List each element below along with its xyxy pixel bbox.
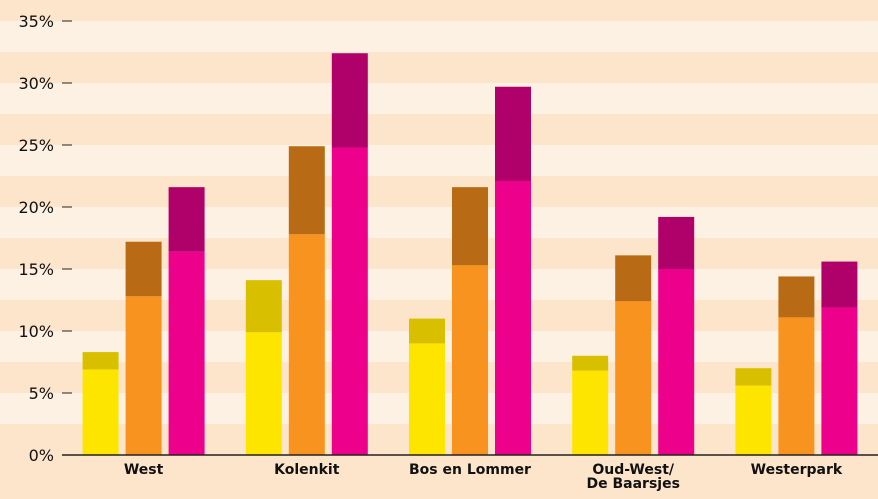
y-tick-label: 0%: [29, 446, 54, 465]
bar-segment: [572, 355, 609, 371]
bar-segment: [572, 370, 609, 455]
bar-segment: [331, 53, 368, 148]
bar-segment: [409, 343, 445, 455]
bar-segment: [288, 234, 325, 455]
bar-segment: [245, 280, 282, 333]
y-tick-label: 25%: [18, 136, 54, 155]
stripe: [0, 83, 878, 114]
bar-segment: [658, 269, 695, 455]
bar-segment: [288, 146, 325, 235]
x-tick-label: West: [124, 462, 164, 478]
bar-segment: [82, 352, 119, 370]
bar-segment: [245, 332, 282, 455]
y-tick-label: 10%: [18, 322, 54, 341]
bar-segment: [495, 180, 531, 455]
bar-segment: [821, 261, 858, 308]
bar-segment: [778, 276, 815, 318]
bar-segment: [125, 241, 162, 297]
bar-segment: [168, 251, 205, 455]
y-tick-label: 20%: [18, 198, 54, 217]
x-tick-label: Kolenkit: [274, 462, 340, 478]
stripe: [0, 145, 878, 176]
x-tick-label: Bos en Lommer: [409, 462, 531, 478]
x-tick-label: Oud-West/De Baarsjes: [586, 462, 679, 492]
bar-segment: [452, 187, 488, 266]
bar-segment: [735, 385, 772, 455]
y-tick-label: 15%: [18, 260, 54, 279]
bar-segment: [821, 307, 858, 455]
bar-segment: [778, 317, 815, 455]
y-tick-label: 5%: [29, 384, 54, 403]
bar-segment: [452, 265, 488, 455]
y-tick-label: 35%: [18, 12, 54, 31]
bar-segment: [615, 301, 652, 455]
bar-segment: [658, 216, 695, 269]
bar-segment: [331, 147, 368, 456]
bar-segment: [409, 318, 445, 344]
bar-segment: [168, 187, 205, 252]
stripe: [0, 21, 878, 52]
y-tick-label: 30%: [18, 74, 54, 93]
bar-segment: [495, 86, 531, 181]
bar-segment: [735, 368, 772, 386]
bar-segment: [82, 369, 119, 455]
bar-segment: [125, 296, 162, 455]
stripe: [0, 207, 878, 238]
bar-segment: [615, 255, 652, 302]
x-tick-label: Westerpark: [751, 462, 843, 478]
